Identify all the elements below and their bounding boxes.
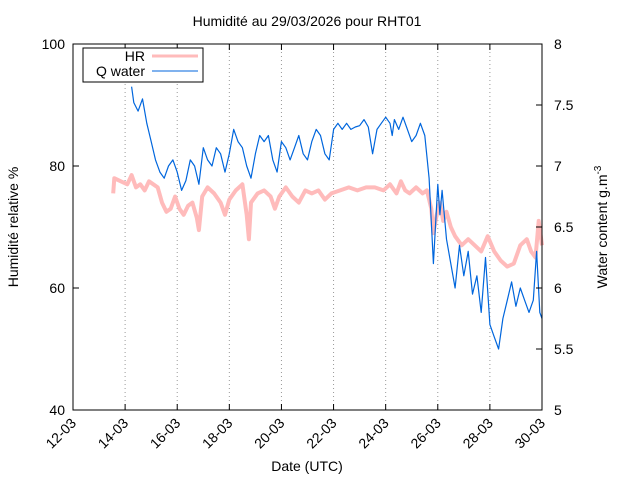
- hr-series-layer: [111, 173, 544, 269]
- legend-label-hr: HR: [125, 48, 145, 64]
- y2-tick-label: 6.5: [554, 219, 574, 235]
- y2-tick-label: 8: [554, 36, 562, 52]
- hr-series-line: [111, 173, 544, 269]
- y2-axis-label: Water content g.m-3: [593, 165, 610, 288]
- y2-axis-label-text: Water content g.m: [594, 175, 610, 289]
- chart-title: Humidité au 29/03/2026 pour RHT01: [193, 13, 422, 29]
- q-water-series-layer: [131, 86, 543, 350]
- legend-box: [82, 47, 204, 83]
- legend-label-q-water: Q water: [96, 63, 145, 79]
- y-tick-label: 100: [42, 36, 66, 52]
- q-water-series-line: [131, 86, 543, 350]
- grid-layer: [124, 44, 491, 410]
- legend: HR Q water: [82, 47, 204, 83]
- y-axis-label: Humidité relative %: [5, 167, 21, 288]
- y-tick-label: 60: [49, 280, 65, 296]
- y2-tick-label: 5: [554, 402, 562, 418]
- x-axis-label: Date (UTC): [271, 458, 343, 474]
- y2-tick-label: 5.5: [554, 341, 574, 357]
- y2-tick-label: 7.5: [554, 97, 574, 113]
- y-tick-label: 80: [49, 158, 65, 174]
- y2-axis-label-superscript: -3: [593, 165, 604, 174]
- y2-tick-label: 6: [554, 280, 562, 296]
- y-tick-label: 40: [49, 402, 65, 418]
- y2-tick-label: 7: [554, 158, 562, 174]
